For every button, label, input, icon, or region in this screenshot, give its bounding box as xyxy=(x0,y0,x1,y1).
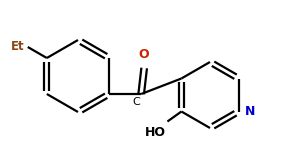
Text: O: O xyxy=(139,48,150,61)
Text: C: C xyxy=(132,97,140,107)
Text: HO: HO xyxy=(145,126,165,139)
Text: N: N xyxy=(245,105,255,118)
Text: Et: Et xyxy=(11,39,25,52)
